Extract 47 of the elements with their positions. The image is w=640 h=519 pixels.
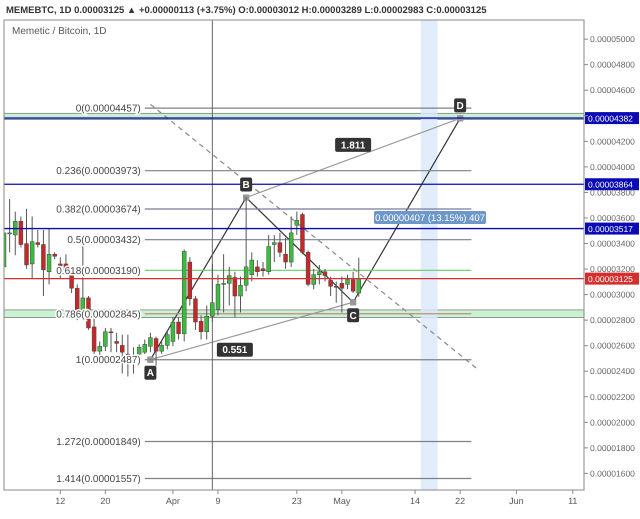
x-tick-label: 14: [410, 496, 420, 506]
x-tick-label: 11: [568, 496, 578, 506]
series-label: 0(0.00004457): [76, 104, 141, 115]
series-label: 0.5(0.00003432): [67, 235, 141, 246]
x-tick-label: Apr: [166, 496, 180, 506]
y-tick-label: 0.00004600: [590, 85, 636, 96]
annotation: 0.551: [222, 345, 248, 356]
annotation: 1.811: [340, 140, 366, 152]
annotation: A: [146, 368, 154, 380]
series-label: 1.272(0.00001849): [56, 436, 141, 448]
y-tick-label: 0.00003600: [590, 212, 636, 223]
y-tick-label: 0.00003800: [590, 187, 636, 198]
ref-line-label: 0.00003125: [588, 274, 634, 284]
x-tick-label: May: [333, 496, 351, 506]
y-tick-label: 0.00002400: [590, 366, 636, 376]
series-label: 1.414(0.00001557): [56, 474, 141, 486]
y-tick-label: 0.00004000: [590, 162, 636, 172]
series-label: 0.382(0.00003674): [56, 204, 141, 216]
y-tick-label: 0.00001800: [590, 442, 636, 453]
annotation: C: [350, 310, 357, 322]
y-tick-label: 0.00004200: [590, 136, 636, 146]
ref-line-label: 0.00003517: [588, 224, 634, 234]
x-tick-label: 12: [55, 496, 66, 506]
x-tick-label: 23: [292, 496, 302, 506]
y-tick-label: 0.00002800: [590, 315, 636, 326]
x-tick-label: 9: [215, 496, 220, 506]
x-tick-label: Jun: [509, 496, 524, 506]
chart-title: MEMEBTC, 1D 0.00003125 ▲ +0.00000113 (+3.75%) O:0.00003012 H:0.00003289 L:0.00002983 C:0.00003125: [6, 5, 488, 16]
candlestick: [114, 332, 119, 353]
ref-line-label: 0.00003864: [588, 180, 634, 190]
y-tick-label: 0.00002200: [590, 392, 636, 402]
y-tick-label: 0.00001600: [590, 468, 636, 478]
x-tick-label: 22: [455, 496, 466, 506]
y-tick-label: 0.00002600: [590, 340, 636, 351]
annotation: D: [456, 100, 464, 112]
annotation: 0.00000407 (13.15%) 407: [375, 213, 485, 224]
y-tick-label: 0.00003000: [590, 290, 636, 300]
ref-line-label: 0.00004382: [588, 114, 634, 124]
y-tick-label: 0.00003200: [590, 264, 636, 274]
y-tick-label: 0.00004800: [590, 60, 636, 70]
annotation: B: [242, 180, 250, 192]
x-tick-label: 20: [100, 496, 110, 506]
series-label: 0.236(0.00003973): [56, 166, 141, 178]
y-tick-label: 0.00005000: [590, 34, 636, 44]
text: Memetic / Bitcoin, 1D: [12, 26, 106, 37]
y-tick-label: 0.00003400: [590, 238, 636, 249]
y-tick-label: 0.00002000: [590, 417, 636, 428]
